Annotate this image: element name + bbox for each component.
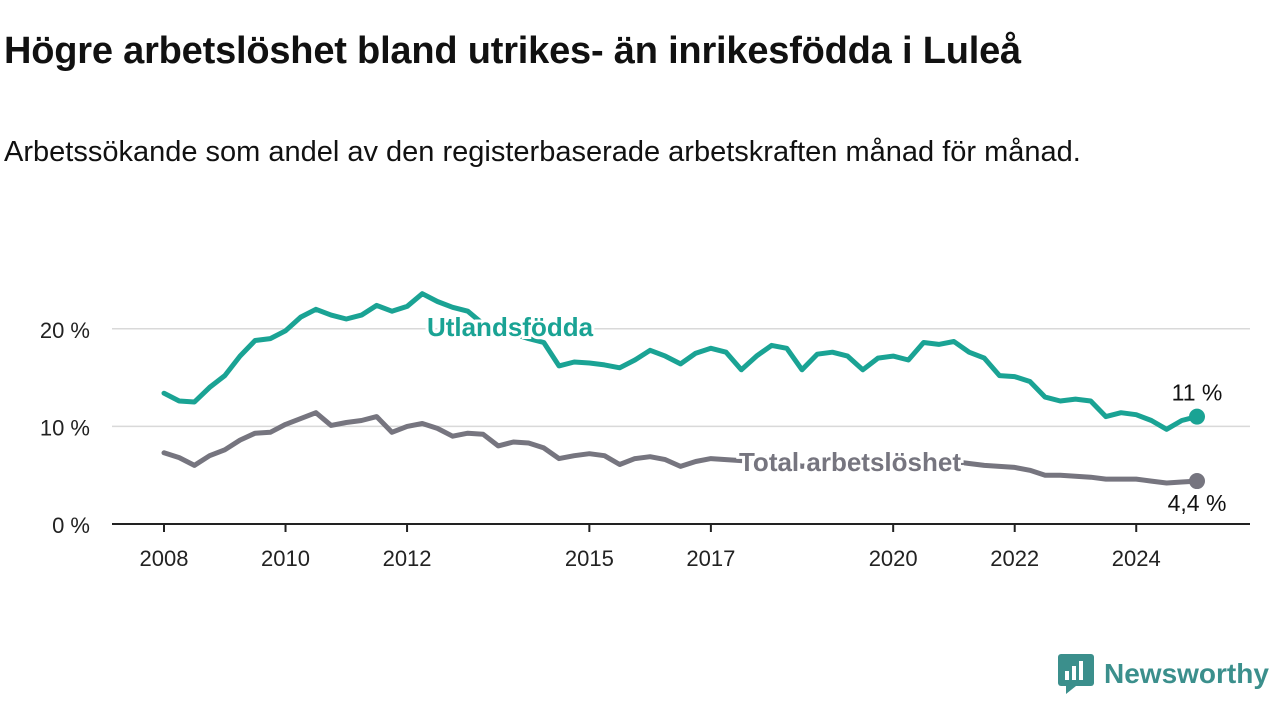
x-tick-label: 2024 <box>1112 546 1161 571</box>
newsworthy-logo: Newsworthy <box>1058 654 1269 694</box>
series-end-point <box>1189 473 1205 490</box>
x-tick-label: 2022 <box>990 546 1039 571</box>
series-end-point <box>1189 408 1205 425</box>
series-line-utlandsfodda <box>161 291 1200 432</box>
x-axis-ticks: 2008 2010 2012 2015 2017 2020 2022 2024 <box>140 524 1161 571</box>
gridlines <box>112 328 1250 428</box>
series-labels: 11 % Utlandsfödda 4,4 % Total arbetslöshet <box>424 309 1227 516</box>
series-end-label: 11 % <box>1172 380 1223 406</box>
chart-title: Högre arbetslöshet bland utrikes- än inr… <box>4 30 1021 72</box>
series-line-total <box>161 410 1200 486</box>
x-tick-label: 2010 <box>261 546 310 571</box>
series-lines <box>161 291 1205 490</box>
newsworthy-logo-text: Newsworthy <box>1104 658 1269 689</box>
x-tick-label: 2017 <box>686 546 735 571</box>
series-name-label: Total arbetslöshet <box>739 447 961 477</box>
x-tick-label: 2020 <box>869 546 918 571</box>
series-name-label: Utlandsfödda <box>427 312 594 342</box>
y-tick-label: 10 % <box>40 415 90 440</box>
x-tick-label: 2012 <box>383 546 432 571</box>
series-end-label: 4,4 % <box>1168 490 1227 516</box>
y-tick-label: 0 % <box>52 513 90 538</box>
x-tick-label: 2015 <box>565 546 614 571</box>
y-tick-label: 20 % <box>40 318 90 343</box>
newsworthy-logo-icon <box>1058 654 1094 694</box>
chart-subtitle: Arbetssökande som andel av den registerb… <box>4 136 1081 168</box>
x-tick-label: 2008 <box>140 546 189 571</box>
y-axis-ticks: 0 % 10 % 20 % <box>40 318 90 538</box>
